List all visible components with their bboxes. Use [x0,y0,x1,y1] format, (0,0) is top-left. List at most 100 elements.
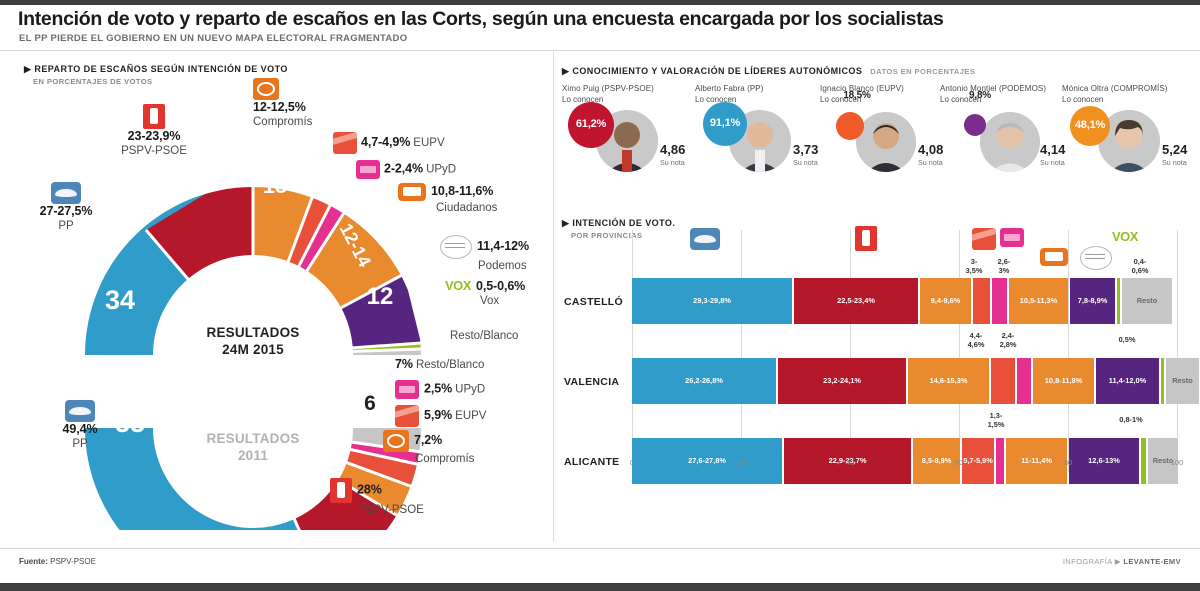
xtick-80: 80 [1063,458,1073,467]
leader-card-4: Mónica Oltra (COMPROMÍS) Lo conocen 48,1… [1062,84,1187,172]
leaders-section-header: ▶ CONOCIMIENTO Y VALORACIÓN DE LÍDERES AU… [562,66,975,77]
annot-valencia-upyd: 2,4- 2,8% [999,331,1017,349]
bar-header-eupv-icon [972,228,996,250]
callout-eupv-party: EUPV [413,136,445,149]
bar-header-annot-vox: 0,4- 0,6% [1131,257,1149,275]
bar-alicante-ciudadanos: 11-11,4% [1006,438,1067,484]
leader-name-1: Alberto Fabra (PP) [695,84,764,93]
bar-header-annot-eupv: 3- 3,5% [965,257,983,275]
bar-alicante-pspv: 22,9-23,7% [784,438,911,484]
credit-value: LEVANTE-EMV [1123,557,1181,566]
leader-name-3: Antonio Montiel (PODEMOS) [940,84,1047,93]
credit-arrow-icon: ▶ [1114,557,1121,566]
leader-card-0: Ximo Puig (PSPV-PSOE) Lo conocen 61,2% 4… [562,84,687,172]
bar-alicante-pp: 27,6-27,8% [632,438,782,484]
seat-label-pp-2011: 55 [114,408,146,438]
leader-score-label-1: Su nota [793,158,818,167]
section-arrow-icon-prov: ▶ [562,218,570,228]
callout-compromis-pct: 12-12,5% [253,100,306,114]
leader-know-label-1: Lo conocen [695,95,737,104]
leader-score-label-2: Su nota [918,158,943,167]
leader-know-value-4: 48,1% [1074,119,1106,131]
bar-castello-eupv [973,278,990,324]
callout-resto-party: Resto/Blanco [450,330,519,342]
callout-upyd-pct-2011: 2,5% [424,381,453,396]
callout-eupv-party-2011: EUPV [455,409,487,422]
bar-castello-ciudadanos: 10,5-11,3% [1009,278,1068,324]
pp-logo-icon-2011 [65,400,95,422]
leader-know-label-2: Lo conocen [820,95,862,104]
callout-vox-party: Vox [480,295,500,308]
vox-logo-icon: VOX [445,278,471,293]
leader-score-4: 5,24 [1162,142,1188,157]
callout-pspv-party: PSPV-PSOE [121,145,187,158]
gridline-0 [632,230,633,472]
leader-know-value-3: 9,8% [969,90,991,101]
bar-castello-compromis: 9,4-9,6% [920,278,971,324]
leader-know-bubble-4 [1070,106,1110,146]
callout-upyd-party: UPyD [426,163,457,176]
callout-pp-pct-2011: 49,4% [62,422,98,436]
callout-compromis-2011: 7,2% Compromís [383,430,533,467]
leader-card-2: Ignacio Blanco (EUPV) Lo conocen 18,5% 4… [820,84,945,172]
annot-alicante-upyd: 1,3- 1,5% [987,411,1005,429]
center-title-line2-2015: 24M 2015 [222,341,284,357]
callout-pspv-2011: 28% PSPV-PSOE [330,478,480,518]
donut-section-subtitle: EN PORCENTAJES DE VOTOS [33,77,153,86]
bar-castello-podemos: 7,8-8,9% [1070,278,1115,324]
center-title-line1-2011: RESULTADOS [206,431,300,446]
row-label-valencia: VALENCIA [564,376,620,388]
leader-score-label-4: Su nota [1162,158,1187,167]
bar-header-podemos-icon [1080,246,1112,270]
leaders-section-note: DATOS EN PORCENTAJES [870,67,976,76]
bar-castello-vox [1117,278,1120,324]
callout-pp-2011: 49,4% PP [20,400,140,452]
bottom-rule [0,583,1200,591]
top-rule [0,0,1200,5]
leader-photo-2 [856,112,916,172]
source-note: Fuente: PSPV-PSOE [19,557,96,566]
annot-alicante-vox: 0,8-1% [1119,415,1143,424]
callout-ciudadanos-2015: 10,8-11,6% Ciudadanos [398,183,558,216]
row-label-alicante: ALICANTE [564,456,620,468]
gridline-20 [741,230,742,472]
bar-alicante-compromis: 8,5-8,9% [913,438,960,484]
eupv-logo-icon-2011 [395,405,419,427]
provinces-section-header: ▶ INTENCIÓN DE VOTO. POR PROVINCIAS [562,218,675,240]
bar-header-vox-icon: VOX [1112,229,1138,244]
callout-pspv-party-2011: PSPV-PSOE [358,504,424,516]
callout-eupv-2015: 4,7-4,9% EUPV [333,132,523,154]
bar-alicante-vox [1141,438,1146,484]
donut-section-header: ▶ REPARTO DE ESCAÑOS SEGÚN INTENCIÓN DE V… [24,64,288,86]
bar-castello-resto: Resto [1122,278,1172,324]
donut-svg-main [85,140,422,530]
bar-header-ciudadanos-icon [1040,248,1068,266]
callout-podemos-pct: 11,4-12% [477,238,530,253]
seg-podemos-2015 [253,274,421,355]
bar-castello-upyd [992,278,1007,324]
page-subtitle: EL PP PIERDE EL GOBIERNO EN UN NUEVO MAP… [19,33,408,44]
leader-know-label-3: Lo conocen [940,95,982,104]
seat-label-pspv-2011: 33 [289,455,321,485]
bar-valencia-eupv [991,358,1015,404]
seat-label-podemos-2015: 12 [366,283,394,310]
callout-pp-2015: 27-27,5% PP [6,182,126,234]
callout-upyd-2015: 2-2,4% UPyD [356,160,546,179]
leader-know-label-0: Lo conocen [562,95,604,104]
provinces-section-title: INTENCIÓN DE VOTO. [572,218,676,228]
bar-castello-pp: 29,3-29,8% [632,278,792,324]
callout-pp-party-2011: PP [72,438,88,451]
leader-card-3: Antonio Montiel (PODEMOS) Lo conocen 9,8… [940,84,1065,172]
leader-score-2: 4,08 [918,142,944,157]
leaders-section-title: CONOCIMIENTO Y VALORACIÓN DE LÍDERES AUT… [572,66,863,76]
annot-valencia-vox: 0,5% [1118,335,1136,344]
center-title-line1-2015: RESULTADOS [206,325,300,340]
callout-resto-2015: Resto/Blanco [450,330,600,344]
gridline-40 [850,230,851,472]
upyd-logo-icon [356,160,380,179]
footer-divider [0,548,1200,549]
callout-compromis-party-2011: Compromís [415,453,475,465]
callout-eupv-2011: 5,9% EUPV [395,405,555,427]
xtick-20: 20 [736,458,746,467]
psoe-logo-icon-2011 [330,478,352,503]
